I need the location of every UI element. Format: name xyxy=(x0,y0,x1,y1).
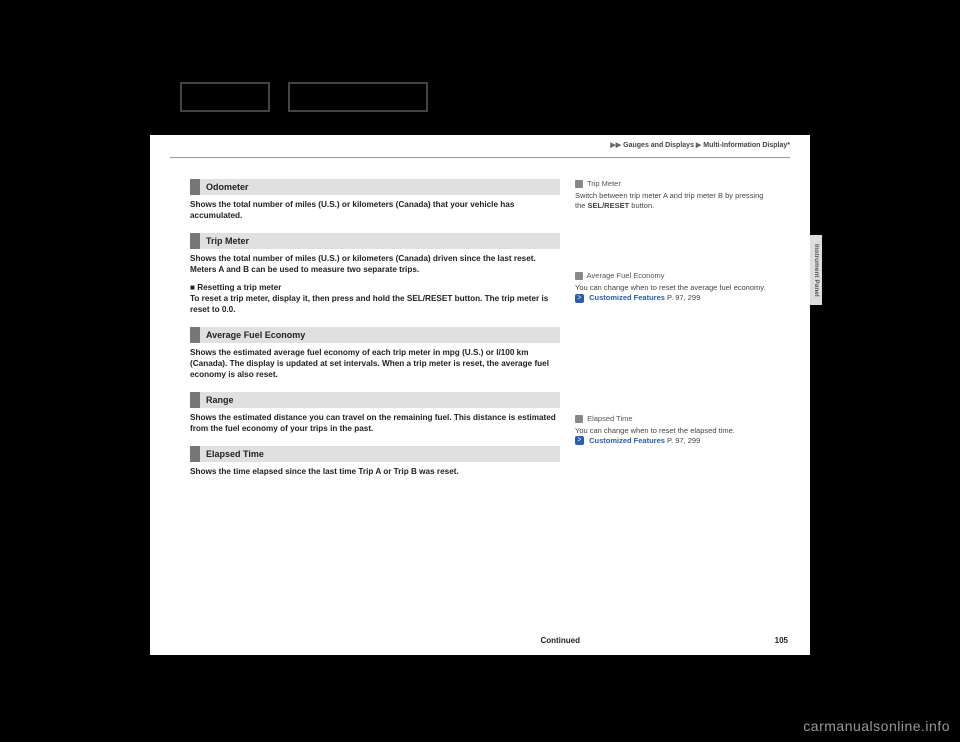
watermark: carmanualsonline.info xyxy=(803,718,950,734)
section-header-trip: Trip Meter xyxy=(190,233,560,249)
side-title-elapsed-text: Elapsed Time xyxy=(587,414,632,423)
side-block-trip: Trip Meter Switch between trip meter A a… xyxy=(575,179,770,211)
divider xyxy=(170,157,790,158)
side-title-avg: Average Fuel Economy xyxy=(575,271,770,280)
main-column: Odometer Shows the total number of miles… xyxy=(190,179,560,490)
section-body-range: Shows the estimated distance you can tra… xyxy=(190,412,560,434)
section-header-range: Range xyxy=(190,392,560,408)
side-elapsed-text: You can change when to reset the elapsed… xyxy=(575,426,735,435)
page-number: 105 xyxy=(775,636,788,645)
section-body-avg: Shows the estimated average fuel economy… xyxy=(190,347,560,380)
side-avg-text: You can change when to reset the average… xyxy=(575,283,766,292)
customized-features-pages: P. 97, 299 xyxy=(667,436,700,445)
overlay-box-2 xyxy=(288,82,428,112)
note-icon xyxy=(575,415,583,423)
side-title-trip: Trip Meter xyxy=(575,179,770,188)
link-icon xyxy=(575,294,584,303)
overlay-placeholder-boxes xyxy=(180,82,428,112)
section-header-odometer: Odometer xyxy=(190,179,560,195)
breadcrumb-section: Gauges and Displays xyxy=(623,142,694,149)
section-body-elapsed: Shows the time elapsed since the last ti… xyxy=(190,466,560,477)
section-header-avg: Average Fuel Economy xyxy=(190,327,560,343)
side-body-avg: You can change when to reset the average… xyxy=(575,283,770,303)
side-block-avg: Average Fuel Economy You can change when… xyxy=(575,271,770,303)
manual-page: ▶▶ Gauges and Displays ▶ Multi-Informati… xyxy=(150,135,810,655)
customized-features-pages: P. 97, 299 xyxy=(667,293,700,302)
side-title-trip-text: Trip Meter xyxy=(587,179,621,188)
section-body-trip: Shows the total number of miles (U.S.) o… xyxy=(190,253,560,314)
note-icon xyxy=(575,180,583,188)
continued-label: Continued xyxy=(540,636,580,645)
link-icon xyxy=(575,436,584,445)
section-body-odometer: Shows the total number of miles (U.S.) o… xyxy=(190,199,560,221)
side-trip-bold: SEL/RESET xyxy=(588,201,630,210)
side-tab: Instrument Panel xyxy=(810,235,822,305)
side-body-trip: Switch between trip meter A and trip met… xyxy=(575,191,770,211)
customized-features-link[interactable]: Customized Features xyxy=(589,436,665,445)
breadcrumb-subsection: Multi-Information Display* xyxy=(703,142,790,149)
side-trip-text-b: button. xyxy=(629,201,654,210)
side-body-elapsed: You can change when to reset the elapsed… xyxy=(575,426,770,446)
trip-sub-body: To reset a trip meter, display it, then … xyxy=(190,294,548,314)
note-icon xyxy=(575,272,583,280)
side-block-elapsed: Elapsed Time You can change when to rese… xyxy=(575,414,770,446)
trip-sub-title: ■ Resetting a trip meter xyxy=(190,282,560,293)
overlay-box-1 xyxy=(180,82,270,112)
side-title-elapsed: Elapsed Time xyxy=(575,414,770,423)
customized-features-link[interactable]: Customized Features xyxy=(589,293,665,302)
trip-body-text: Shows the total number of miles (U.S.) o… xyxy=(190,254,536,274)
section-header-elapsed: Elapsed Time xyxy=(190,446,560,462)
breadcrumb: ▶▶ Gauges and Displays ▶ Multi-Informati… xyxy=(610,141,790,149)
side-title-avg-text: Average Fuel Economy xyxy=(587,271,665,280)
side-column: Trip Meter Switch between trip meter A a… xyxy=(575,179,770,506)
breadcrumb-arrow-icon: ▶ xyxy=(696,142,701,149)
breadcrumb-arrow-icon: ▶▶ xyxy=(610,142,621,149)
